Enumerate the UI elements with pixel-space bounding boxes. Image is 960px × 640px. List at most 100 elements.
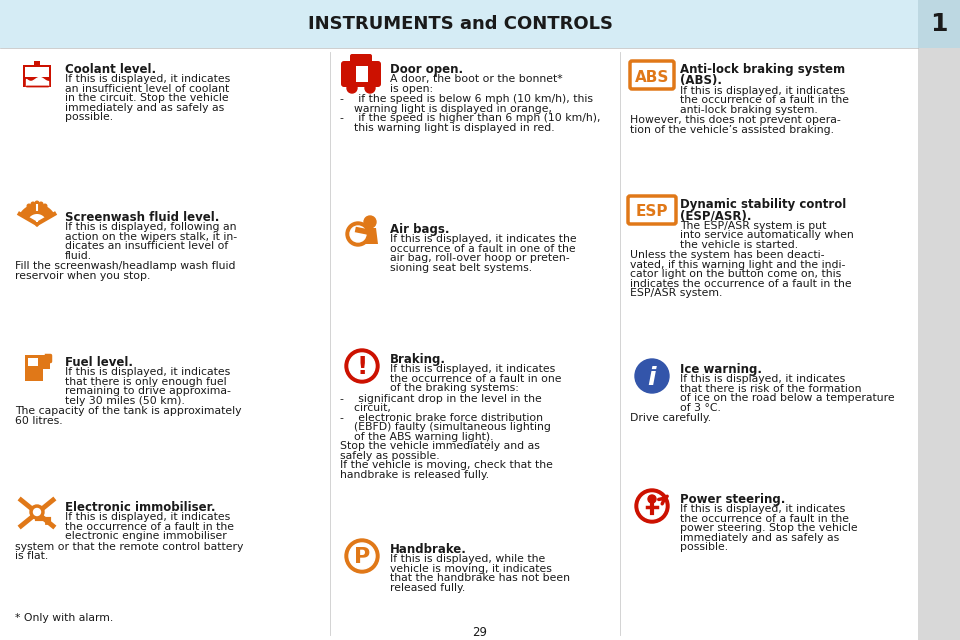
Circle shape xyxy=(345,539,379,573)
Text: i: i xyxy=(648,366,657,390)
Text: Door open.: Door open. xyxy=(390,63,463,76)
FancyBboxPatch shape xyxy=(341,61,381,87)
Text: released fully.: released fully. xyxy=(390,583,466,593)
Text: possible.: possible. xyxy=(65,113,113,122)
Text: If this is displayed, it indicates: If this is displayed, it indicates xyxy=(65,367,230,378)
Text: However, this does not prevent opera-: However, this does not prevent opera- xyxy=(630,115,841,125)
Text: is flat.: is flat. xyxy=(15,552,48,561)
Circle shape xyxy=(350,226,366,242)
Text: the vehicle is started.: the vehicle is started. xyxy=(680,240,798,250)
FancyBboxPatch shape xyxy=(34,61,40,66)
Text: indicates the occurrence of a fault in the: indicates the occurrence of a fault in t… xyxy=(630,279,852,289)
Text: If this is displayed, it indicates: If this is displayed, it indicates xyxy=(680,86,845,96)
Text: Ice warning.: Ice warning. xyxy=(680,363,762,376)
Text: Coolant level.: Coolant level. xyxy=(65,63,156,76)
Text: action on the wipers stalk, it in-: action on the wipers stalk, it in- xyxy=(65,232,237,242)
Text: (ABS).: (ABS). xyxy=(680,74,722,88)
Text: the occurrence of a fault in one: the occurrence of a fault in one xyxy=(390,374,562,384)
FancyBboxPatch shape xyxy=(28,358,38,366)
Text: Braking.: Braking. xyxy=(390,353,446,366)
Text: safely as possible.: safely as possible. xyxy=(340,451,440,461)
Text: ABS: ABS xyxy=(635,70,669,84)
Text: The capacity of the tank is approximately: The capacity of the tank is approximatel… xyxy=(15,406,242,417)
Text: (EBFD) faulty (simultaneous lighting: (EBFD) faulty (simultaneous lighting xyxy=(340,422,551,433)
Circle shape xyxy=(34,509,40,515)
Text: ESP: ESP xyxy=(636,205,668,220)
Text: system or that the remote control battery: system or that the remote control batter… xyxy=(15,542,244,552)
Circle shape xyxy=(31,202,35,206)
Text: If this is displayed, it indicates: If this is displayed, it indicates xyxy=(65,513,230,522)
FancyBboxPatch shape xyxy=(43,355,50,369)
FancyBboxPatch shape xyxy=(348,66,355,82)
Text: the occurrence of a fault in the: the occurrence of a fault in the xyxy=(680,514,849,524)
Text: Fill the screenwash/headlamp wash fluid: Fill the screenwash/headlamp wash fluid xyxy=(15,262,235,271)
Text: Drive carefully.: Drive carefully. xyxy=(630,413,711,424)
Circle shape xyxy=(30,505,44,519)
FancyBboxPatch shape xyxy=(25,355,43,381)
Circle shape xyxy=(365,83,375,93)
Text: the occurrence of a fault in the: the occurrence of a fault in the xyxy=(680,95,849,106)
Text: -  significant drop in the level in the: - significant drop in the level in the xyxy=(340,394,541,404)
Circle shape xyxy=(345,349,379,383)
Text: that there is risk of the formation: that there is risk of the formation xyxy=(680,384,861,394)
Text: 1: 1 xyxy=(930,12,948,36)
Text: immediately and as safely as: immediately and as safely as xyxy=(680,533,839,543)
Text: If this is displayed, it indicates: If this is displayed, it indicates xyxy=(390,364,555,374)
Text: Electronic immobiliser.: Electronic immobiliser. xyxy=(65,501,215,514)
Text: electronic engine immobiliser: electronic engine immobiliser xyxy=(65,531,227,541)
Circle shape xyxy=(346,222,370,246)
Text: Power steering.: Power steering. xyxy=(680,493,785,506)
Text: that there is only enough fuel: that there is only enough fuel xyxy=(65,377,227,387)
Text: into service automatically when: into service automatically when xyxy=(680,230,853,241)
Text: the occurrence of a fault in the: the occurrence of a fault in the xyxy=(65,522,234,532)
Text: Handbrake.: Handbrake. xyxy=(390,543,467,556)
Text: Screenwash fluid level.: Screenwash fluid level. xyxy=(65,211,220,224)
FancyBboxPatch shape xyxy=(0,0,960,48)
Text: Anti-lock braking system: Anti-lock braking system xyxy=(680,63,845,76)
Circle shape xyxy=(43,204,47,208)
Text: Fuel level.: Fuel level. xyxy=(65,356,133,369)
Text: tion of the vehicle’s assisted braking.: tion of the vehicle’s assisted braking. xyxy=(630,125,834,135)
Text: reservoir when you stop.: reservoir when you stop. xyxy=(15,271,151,281)
Circle shape xyxy=(39,202,43,206)
Text: is open:: is open: xyxy=(390,84,433,94)
Text: power steering. Stop the vehicle: power steering. Stop the vehicle xyxy=(680,524,857,534)
FancyBboxPatch shape xyxy=(918,48,960,640)
Circle shape xyxy=(648,495,656,503)
Text: Air bags.: Air bags. xyxy=(390,223,449,236)
Text: occurrence of a fault in one of the: occurrence of a fault in one of the xyxy=(390,244,576,254)
Text: of the braking systems:: of the braking systems: xyxy=(390,383,518,394)
Polygon shape xyxy=(362,228,378,244)
Circle shape xyxy=(347,83,357,93)
Text: vehicle is moving, it indicates: vehicle is moving, it indicates xyxy=(390,564,552,574)
FancyBboxPatch shape xyxy=(356,66,368,82)
Text: If this is displayed, following an: If this is displayed, following an xyxy=(65,223,236,232)
Text: possible.: possible. xyxy=(680,543,728,552)
Text: Unless the system has been deacti-: Unless the system has been deacti- xyxy=(630,250,825,260)
Text: ESP/ASR system.: ESP/ASR system. xyxy=(630,289,722,298)
Text: 29: 29 xyxy=(472,625,488,639)
Text: of 3 °C.: of 3 °C. xyxy=(680,403,721,413)
Text: dicates an insufficient level of: dicates an insufficient level of xyxy=(65,241,228,252)
Text: fluid.: fluid. xyxy=(65,251,92,261)
Text: Dynamic stability control: Dynamic stability control xyxy=(680,198,847,211)
FancyBboxPatch shape xyxy=(25,67,49,77)
Text: warning light is displayed in orange,: warning light is displayed in orange, xyxy=(340,104,552,114)
Text: of ice on the road below a temperature: of ice on the road below a temperature xyxy=(680,394,895,403)
Circle shape xyxy=(36,201,38,205)
Text: that the handbrake has not been: that the handbrake has not been xyxy=(390,573,570,584)
Text: If this is displayed, it indicates: If this is displayed, it indicates xyxy=(65,74,230,84)
Text: vated, if this warning light and the indi-: vated, if this warning light and the ind… xyxy=(630,260,846,270)
Text: -  if the speed is below 6 mph (10 km/h), this: - if the speed is below 6 mph (10 km/h),… xyxy=(340,95,593,104)
Text: anti-lock braking system.: anti-lock braking system. xyxy=(680,105,818,115)
Text: If this is displayed, while the: If this is displayed, while the xyxy=(390,554,545,564)
Text: If this is displayed, it indicates: If this is displayed, it indicates xyxy=(680,504,845,515)
Circle shape xyxy=(635,359,669,393)
Text: handbrake is released fully.: handbrake is released fully. xyxy=(340,470,490,480)
FancyBboxPatch shape xyxy=(23,65,51,87)
Text: circuit,: circuit, xyxy=(340,403,391,413)
Text: If this is displayed, it indicates: If this is displayed, it indicates xyxy=(680,374,845,385)
Circle shape xyxy=(27,204,31,208)
FancyBboxPatch shape xyxy=(918,0,960,48)
Circle shape xyxy=(635,489,669,523)
